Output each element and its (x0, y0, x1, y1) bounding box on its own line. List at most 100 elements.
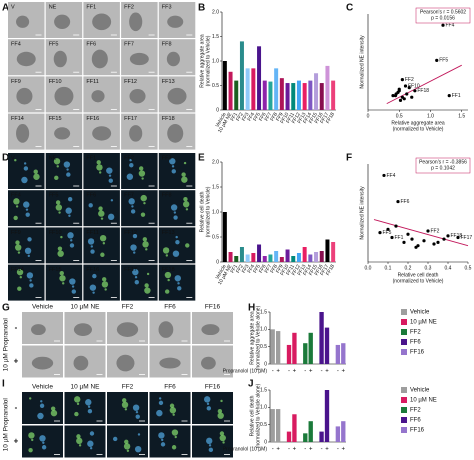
annotation: p = 0.1042 (431, 165, 455, 171)
cell-signal (134, 445, 142, 453)
tile-label: FF15 (49, 267, 62, 273)
x-tick-label: FF8 (269, 263, 279, 274)
cell-signal (89, 284, 97, 291)
bar (331, 80, 336, 110)
legend-swatch (401, 349, 407, 355)
x-tick-label: FF3 (241, 263, 251, 274)
bar (228, 71, 233, 110)
aggregate (54, 127, 71, 140)
cell-signal (27, 254, 31, 258)
point (413, 89, 417, 93)
column-header: Vehicle (32, 384, 53, 391)
tile-label: FF17 (124, 116, 137, 122)
cell-signal (76, 434, 81, 439)
point-label: FF17 (461, 235, 473, 241)
x-tick-label: 1.0 (427, 113, 434, 119)
point-label: FF18 (451, 233, 463, 239)
x-tick-label: + (309, 369, 313, 375)
bar (319, 431, 324, 442)
point (435, 58, 439, 63)
cell-signal (219, 431, 225, 436)
y-tick-label: 0.5 (212, 83, 219, 89)
x-axis-label: (normalized to Vehicle) (393, 126, 444, 132)
x-axis-label: Propranolol (10 µM) (223, 368, 268, 374)
bar (302, 83, 307, 110)
legend-label: FF6 (410, 340, 421, 346)
x-tick-label: FF13 (297, 111, 308, 124)
micrograph (22, 425, 63, 458)
legend-swatch (401, 427, 407, 433)
y-tick-label: 1.0 (260, 405, 267, 411)
cell-signal (183, 197, 188, 202)
cell-signal (124, 408, 128, 411)
tile-label: FF17 (124, 267, 137, 273)
cell-signal (87, 405, 91, 408)
point (402, 97, 406, 101)
x-tick-label: - (288, 369, 290, 375)
cell-signal (54, 175, 59, 181)
cell-signal (173, 215, 178, 220)
column-header: FF2 (122, 304, 134, 311)
cell-signal (217, 412, 224, 419)
bar (308, 332, 313, 364)
x-tick-label: FF4 (247, 263, 257, 274)
point-label: FF4 (446, 23, 455, 29)
bar (335, 426, 341, 442)
bar (308, 254, 313, 262)
cell-signal (74, 396, 81, 403)
bar (308, 421, 313, 442)
cell-signal (69, 278, 76, 285)
tile-label: FF6 (86, 193, 96, 199)
bar (239, 247, 244, 262)
tile-label: FF13 (162, 230, 175, 236)
bar (325, 239, 330, 262)
x-axis-label: Relative cell death (398, 272, 439, 278)
cell-signal (99, 235, 107, 242)
x-tick-label: 0.5 (396, 113, 403, 119)
cell-signal (89, 431, 95, 436)
cell-signal (98, 206, 103, 211)
cell-signal (158, 432, 165, 439)
bar (303, 343, 308, 364)
x-tick-label: FF16 (314, 111, 325, 124)
aggregate (201, 324, 220, 336)
y-tick-label: 1.0 (212, 58, 219, 64)
bar (268, 81, 273, 110)
cell-signal (167, 278, 170, 282)
cell-signal (106, 167, 113, 174)
cell-signal (17, 251, 21, 254)
side-label: 10 µM Propranolol (3, 398, 10, 452)
bar (274, 68, 279, 110)
x-tick-label: + (342, 447, 346, 453)
cell-signal (128, 198, 135, 205)
bar (292, 414, 297, 442)
aggregate (129, 12, 143, 32)
micrograph (45, 190, 83, 227)
legend-swatch (401, 319, 407, 325)
aggregate (73, 355, 89, 371)
point-label: FF6 (401, 199, 410, 205)
legend-swatch (401, 397, 407, 403)
bar (308, 80, 313, 110)
cell-signal (208, 447, 214, 453)
x-tick-label: 1.5 (458, 113, 465, 119)
cell-signal (78, 444, 82, 447)
cell-signal (25, 208, 29, 211)
column-header: FF16 (205, 304, 221, 311)
cell-signal (146, 272, 150, 276)
cell-signal (145, 248, 148, 251)
point (397, 89, 401, 93)
cell-signal (161, 438, 164, 442)
cell-signal (130, 209, 136, 214)
point (406, 232, 410, 236)
column-header: FF2 (122, 384, 134, 391)
bar (285, 83, 290, 110)
x-tick-label: - (321, 369, 323, 375)
cell-signal (107, 213, 115, 221)
cell-signal (208, 444, 212, 447)
annotation-box (415, 7, 471, 24)
aggregate (16, 87, 33, 105)
tile-label: FF5 (49, 193, 59, 199)
point-label: FF18 (417, 88, 429, 94)
